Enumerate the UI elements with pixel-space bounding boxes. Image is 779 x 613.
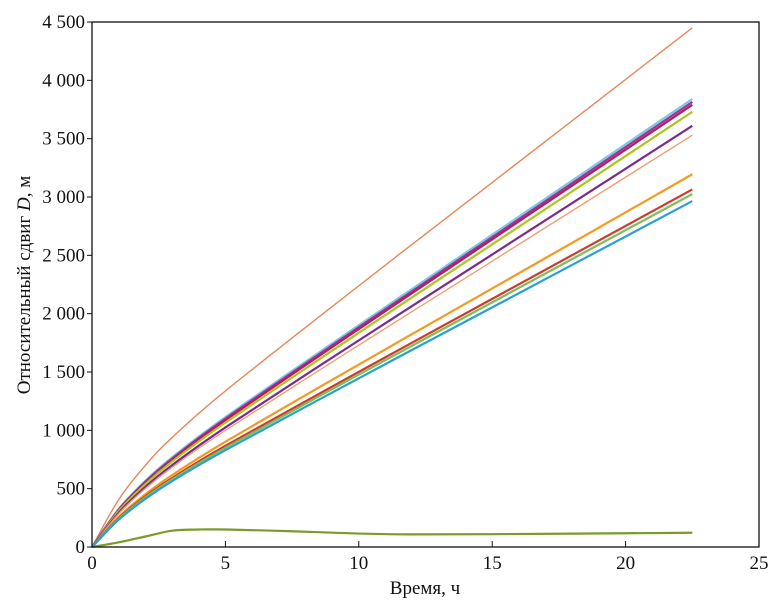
y-tick-label: 1 000: [42, 420, 85, 441]
x-tick-label: 0: [87, 553, 97, 574]
y-axis-label-suffix: , м: [14, 176, 35, 198]
series-line-10: [91, 193, 693, 548]
y-axis-label: Относительный сдвиг D, м: [14, 176, 35, 395]
series-line-1: [91, 27, 693, 548]
y-tick-label: 3 000: [42, 187, 85, 208]
series-lines: [91, 27, 693, 549]
plot-frame: [91, 21, 760, 548]
y-axis-label-prefix: Относительный сдвиг: [14, 211, 35, 394]
x-tick-label: 20: [616, 553, 635, 574]
x-tick-label: 10: [349, 553, 368, 574]
y-tick-label: 1 500: [42, 362, 85, 383]
y-tick-label: 2 500: [42, 245, 85, 266]
y-tick-label: 0: [76, 537, 86, 558]
y-tick-label: 500: [57, 479, 86, 500]
series-line-6: [91, 124, 693, 548]
series-line-12: [91, 528, 693, 549]
y-tick-label: 3 500: [42, 129, 85, 150]
series-line-7: [91, 134, 693, 548]
y-tick-label: 2 000: [42, 304, 85, 325]
y-tick-label: 4 000: [42, 70, 85, 91]
x-axis-label: Время, ч: [390, 578, 461, 599]
axes: 0 5 10 15 20 25 0 500 1 000 1 500 2 000 2 500 3 000 3…: [42, 12, 768, 574]
y-tick-label: 4 500: [42, 12, 85, 33]
x-tick-label: 25: [750, 553, 769, 574]
series-line-11: [91, 200, 693, 548]
x-tick-label: 15: [483, 553, 502, 574]
x-tick-label: 5: [221, 553, 231, 574]
y-axis-label-symbol: D: [14, 197, 35, 212]
series-line-8: [91, 173, 693, 548]
series-line-5: [91, 110, 693, 548]
